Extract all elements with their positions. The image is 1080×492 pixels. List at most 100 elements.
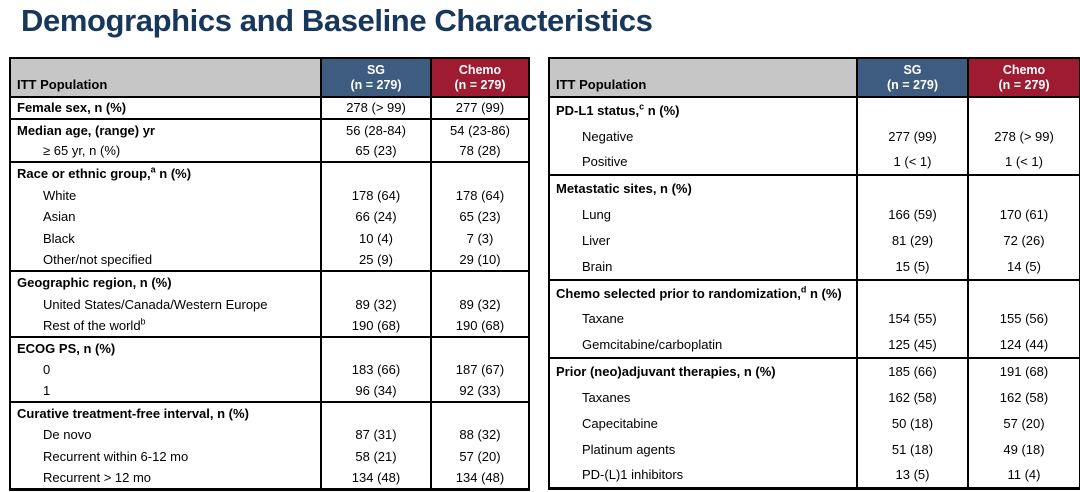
row-label: Other/not specified [10,250,321,272]
row-label: White [10,184,321,206]
row-label: Geographic region, n (%) [10,271,321,293]
chemo-value: 191 (68) [968,358,1080,384]
chemo-value: 7 (3) [431,228,529,250]
table-row: White178 (64)178 (64) [10,184,529,206]
chemo-value [431,337,529,359]
col-header-chemo: Chemo (n = 279) [431,58,529,97]
table-row: Prior (neo)adjuvant therapies, n (%)185 … [549,358,1080,384]
row-label: Taxane [549,306,857,332]
table-body-right: PD-L1 status,c n (%)Negative277 (99)278 … [549,97,1080,488]
table-row: Median age, (range) yr56 (28-84)54 (23-8… [10,119,529,141]
sg-value [857,280,968,306]
col-header-chemo-n: (n = 279) [969,78,1079,93]
chemo-value [968,175,1080,201]
sg-value: 277 (99) [857,123,968,149]
chemo-value: 14 (5) [968,254,1080,280]
col-header-sg-n: (n = 279) [322,78,430,93]
table-row: Platinum agents51 (18)49 (18) [549,436,1080,462]
chemo-value: 278 (> 99) [968,123,1080,149]
table-row: ECOG PS, n (%) [10,337,529,359]
sg-value: 154 (55) [857,306,968,332]
chemo-value [431,402,529,424]
chemo-value: 89 (32) [431,293,529,315]
row-label: Chemo selected prior to randomization,d … [549,280,857,306]
table-row: Metastatic sites, n (%) [549,175,1080,201]
sg-value: 89 (32) [321,293,431,315]
chemo-value: 78 (28) [431,141,529,163]
table-row: ≥ 65 yr, n (%)65 (23)78 (28) [10,141,529,163]
sg-value: 58 (21) [321,446,431,468]
header-row: ITT Population SG (n = 279) Chemo (n = 2… [10,58,529,97]
row-label: Recurrent within 6-12 mo [10,446,321,468]
chemo-value: 277 (99) [431,97,529,119]
chemo-value: 162 (58) [968,384,1080,410]
chemo-value: 65 (23) [431,206,529,228]
chemo-value: 124 (44) [968,332,1080,358]
sg-value: 56 (28-84) [321,119,431,141]
col-header-itt-population: ITT Population [549,58,857,97]
sg-value: 81 (29) [857,227,968,253]
row-label: PD-(L)1 inhibitors [549,462,857,488]
row-label: Black [10,228,321,250]
col-header-sg: SG (n = 279) [321,58,431,97]
sg-value: 1 (< 1) [857,149,968,175]
table-row: Chemo selected prior to randomization,d … [549,280,1080,306]
sg-value: 51 (18) [857,436,968,462]
chemo-value: 57 (20) [968,410,1080,436]
row-label: Lung [549,201,857,227]
row-label: ECOG PS, n (%) [10,337,321,359]
table-row: Other/not specified25 (9)29 (10) [10,250,529,272]
chemo-value: 134 (48) [431,468,529,490]
row-label: 0 [10,359,321,381]
table-row: Geographic region, n (%) [10,271,529,293]
row-label: De novo [10,424,321,446]
chemo-value [431,271,529,293]
sg-value: 183 (66) [321,359,431,381]
chemo-value: 155 (56) [968,306,1080,332]
col-header-chemo-name: Chemo [432,63,528,78]
table-row: Brain15 (5)14 (5) [549,254,1080,280]
row-label: Gemcitabine/carboplatin [549,332,857,358]
chemo-value [431,162,529,184]
chemo-value [968,97,1080,123]
row-label: Recurrent > 12 mo [10,468,321,490]
sg-value: 278 (> 99) [321,97,431,119]
row-label: Platinum agents [549,436,857,462]
table-row: Black10 (4)7 (3) [10,228,529,250]
table-body-left: Female sex, n (%)278 (> 99)277 (99)Media… [10,97,529,489]
row-label: Capecitabine [549,410,857,436]
sg-value: 166 (59) [857,201,968,227]
chemo-value: 49 (18) [968,436,1080,462]
table-row: Negative277 (99)278 (> 99) [549,123,1080,149]
row-label: Curative treatment-free interval, n (%) [10,402,321,424]
demographics-table-right: ITT Population SG (n = 279) Chemo (n = 2… [548,57,1080,490]
col-header-chemo-n: (n = 279) [432,78,528,93]
table-row: Race or ethnic group,a n (%) [10,162,529,184]
row-label: Prior (neo)adjuvant therapies, n (%) [549,358,857,384]
table-row: 0183 (66)187 (67) [10,359,529,381]
sg-value [321,271,431,293]
page-title: Demographics and Baseline Characteristic… [21,0,652,42]
row-label: Female sex, n (%) [10,97,321,119]
sg-value: 65 (23) [321,141,431,163]
sg-value: 125 (45) [857,332,968,358]
table-row: United States/Canada/Western Europe89 (3… [10,293,529,315]
sg-value: 178 (64) [321,184,431,206]
row-label: Asian [10,206,321,228]
row-label: Metastatic sites, n (%) [549,175,857,201]
chemo-value: 57 (20) [431,446,529,468]
chemo-value: 72 (26) [968,227,1080,253]
sg-value [321,162,431,184]
table-row: Rest of the worldb190 (68)190 (68) [10,315,529,337]
row-label: 1 [10,380,321,402]
col-header-itt-population: ITT Population [10,58,321,97]
header-row: ITT Population SG (n = 279) Chemo (n = 2… [549,58,1080,97]
demographics-table-left: ITT Population SG (n = 279) Chemo (n = 2… [9,57,530,491]
chemo-value: 29 (10) [431,250,529,272]
chemo-value: 190 (68) [431,315,529,337]
sg-value [857,175,968,201]
col-header-chemo-name: Chemo [969,63,1079,78]
sg-value: 10 (4) [321,228,431,250]
row-label: Race or ethnic group,a n (%) [10,162,321,184]
row-label: ≥ 65 yr, n (%) [10,141,321,163]
